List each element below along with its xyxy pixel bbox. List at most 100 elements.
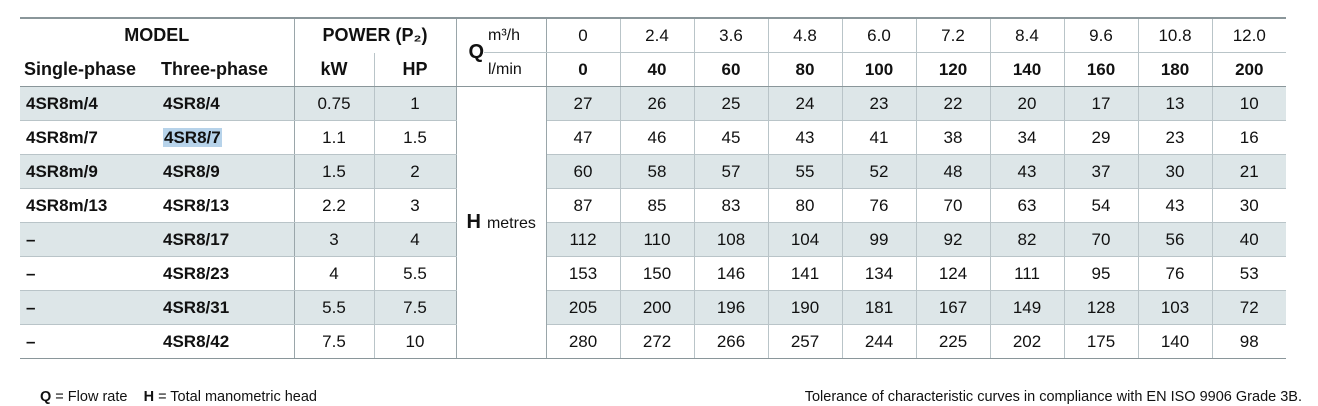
flow-m3h-cell: 3.6: [694, 17, 769, 53]
head-value-cell: 41: [842, 120, 917, 155]
head-value-cell: 56: [1138, 222, 1213, 257]
head-value-cell: 110: [620, 222, 695, 257]
head-value-cell: 30: [1212, 188, 1286, 223]
head-value-cell: 47: [546, 120, 621, 155]
head-value-cell: 58: [620, 154, 695, 189]
power-kw: 1.5: [294, 154, 375, 189]
single-phase-model: –: [20, 290, 157, 325]
power-hp: 4: [374, 222, 457, 257]
head-value-cell: 244: [842, 324, 917, 359]
kw-header: kW: [294, 52, 375, 87]
head-value-cell: 46: [620, 120, 695, 155]
head-value-cell: 72: [1212, 290, 1286, 325]
head-value-cell: 153: [546, 256, 621, 291]
single-phase-model: 4SR8m/7: [20, 120, 157, 155]
head-value-cell: 23: [842, 86, 917, 121]
head-value-cell: 23: [1138, 120, 1213, 155]
head-value-cell: 92: [916, 222, 991, 257]
three-phase-model-text: 4SR8/9: [163, 161, 220, 181]
power-hp: 5.5: [374, 256, 457, 291]
flow-lmin-cell: 0: [546, 52, 621, 87]
head-value-cell: 26: [620, 86, 695, 121]
head-value-cell: 98: [1212, 324, 1286, 359]
three-phase-model: 4SR8/7: [157, 120, 295, 155]
head-value-cell: 76: [1138, 256, 1213, 291]
head-value-cell: 13: [1138, 86, 1213, 121]
table-row: –4SR8/23 4 5.5 153 150 146 141 134 124 111 95 76 53: [20, 256, 1286, 291]
three-phase-model: 4SR8/13: [157, 188, 295, 223]
head-value-cell: 43: [1138, 188, 1213, 223]
head-value-cell: 82: [990, 222, 1065, 257]
head-value-cell: 146: [694, 256, 769, 291]
table-row: –4SR8/17 3 4 112 110 108 104 99 92 82 70 56 40: [20, 222, 1286, 257]
power-hp: 1.5: [374, 120, 457, 155]
single-phase-model: 4SR8m/4: [20, 86, 157, 121]
single-phase-model: –: [20, 256, 157, 291]
head-value-cell: 76: [842, 188, 917, 223]
head-value-cell: 150: [620, 256, 695, 291]
flow-m3h-cell: 9.6: [1064, 17, 1139, 53]
flow-m3h-cell: 4.8: [768, 17, 843, 53]
head-value-cell: 99: [842, 222, 917, 257]
h-symbol: H: [466, 211, 481, 233]
flow-m3h-cell: 8.4: [990, 17, 1065, 53]
head-value-cell: 108: [694, 222, 769, 257]
head-value-cell: 95: [1064, 256, 1139, 291]
head-value-cell: 45: [694, 120, 769, 155]
head-value-cell: 27: [546, 86, 621, 121]
head-value-cell: 111: [990, 256, 1065, 291]
three-phase-model-text: 4SR8/23: [163, 263, 230, 283]
head-value-cell: 70: [1064, 222, 1139, 257]
head-value-cell: 40: [1212, 222, 1286, 257]
flow-lmin-cell: 160: [1064, 52, 1139, 87]
head-value-cell: 141: [768, 256, 843, 291]
header-row-2: Single-phase Three-phase kW HP l/min 0 4…: [20, 52, 1286, 87]
legend-h-text: = Total manometric head: [154, 389, 317, 405]
power-kw: 4: [294, 256, 375, 291]
head-value-cell: 57: [694, 154, 769, 189]
flow-m3h-cell: 6.0: [842, 17, 917, 53]
q-unit-lmin: l/min: [484, 52, 547, 87]
flow-lmin-cell: 100: [842, 52, 917, 87]
flow-lmin-cell: 180: [1138, 52, 1213, 87]
head-value-cell: 85: [620, 188, 695, 223]
three-phase-model-text: 4SR8/42: [163, 331, 230, 351]
table-row: 4SR8m/9 4SR8/9 1.5 2 60 58 57 55 52 48 43 37 30 21: [20, 154, 1286, 189]
power-kw: 5.5: [294, 290, 375, 325]
three-phase-header: Three-phase: [157, 52, 295, 87]
head-value-cell: 266: [694, 324, 769, 359]
head-value-cell: 167: [916, 290, 991, 325]
legend-q-text: = Flow rate: [51, 389, 128, 405]
table-row: –4SR8/42 7.5 10 280 272 266 257 244 225 202 175 140…: [20, 324, 1286, 359]
flow-lmin-cell: 140: [990, 52, 1065, 87]
head-value-cell: 17: [1064, 86, 1139, 121]
head-value-cell: 55: [768, 154, 843, 189]
single-phase-header: Single-phase: [20, 52, 157, 87]
flow-m3h-cell: 2.4: [620, 17, 695, 53]
head-value-cell: 25: [694, 86, 769, 121]
legend-note: Q = Flow rate H = Total manometric head: [40, 389, 317, 405]
power-header: POWER (P₂): [294, 17, 457, 53]
footer-notes: Q = Flow rate H = Total manometric head …: [40, 389, 1302, 405]
head-value-cell: 272: [620, 324, 695, 359]
three-phase-model: 4SR8/31: [157, 290, 295, 325]
power-kw: 0.75: [294, 86, 375, 121]
h-unit: metres: [486, 215, 536, 232]
head-value-cell: 24: [768, 86, 843, 121]
head-value-cell: 196: [694, 290, 769, 325]
legend-h-symbol: H: [143, 389, 155, 405]
head-value-cell: 205: [546, 290, 621, 325]
head-value-cell: 175: [1064, 324, 1139, 359]
power-hp: 2: [374, 154, 457, 189]
head-value-cell: 225: [916, 324, 991, 359]
head-value-cell: 70: [916, 188, 991, 223]
head-value-cell: 112: [546, 222, 621, 257]
hp-header: HP: [374, 52, 457, 87]
single-phase-model: 4SR8m/13: [20, 188, 157, 223]
head-value-cell: 149: [990, 290, 1065, 325]
three-phase-model: 4SR8/42: [157, 324, 295, 359]
head-value-cell: 37: [1064, 154, 1139, 189]
head-value-cell: 60: [546, 154, 621, 189]
three-phase-model-text: 4SR8/31: [163, 297, 230, 317]
